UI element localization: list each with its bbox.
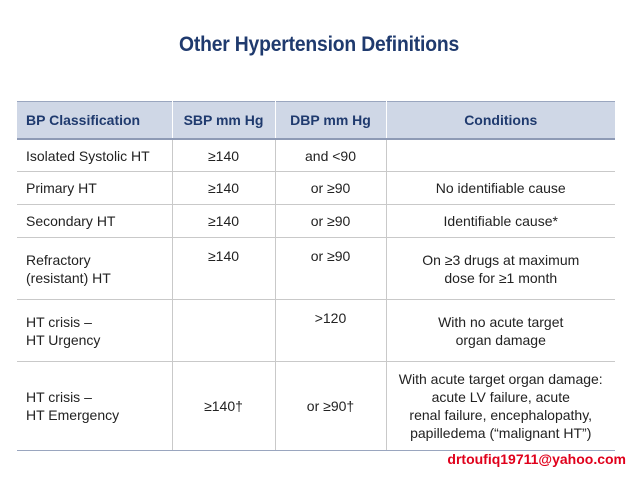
classification-line: Secondary HT <box>26 213 116 229</box>
classification-line: Primary HT <box>26 180 97 196</box>
dbp-cell: or ≥90 <box>275 237 387 300</box>
classification-cell: HT crisis – HT Emergency <box>17 361 173 451</box>
conditions-line: With acute target organ damage: <box>398 371 603 387</box>
sbp-cell: ≥140 <box>172 204 276 238</box>
hypertension-definitions-table: BP Classification SBP mm Hg DBP mm Hg Co… <box>17 101 615 451</box>
classification-line: Refractory <box>26 251 91 268</box>
sbp-cell: ≥140 <box>172 139 276 172</box>
header-bp-classification: BP Classification <box>17 101 173 140</box>
sbp-cell: ≥140 <box>172 171 276 205</box>
header-dbp: DBP mm Hg <box>275 101 387 140</box>
classification-line: HT crisis – <box>26 313 92 330</box>
table-row: Refractory (resistant) HT ≥140 or ≥90 On… <box>17 237 615 300</box>
table-row: HT crisis – HT Emergency ≥140† or ≥90† W… <box>17 361 615 451</box>
conditions-line: No identifiable cause <box>435 180 566 196</box>
classification-cell: Refractory (resistant) HT <box>17 237 173 300</box>
dbp-cell: and <90 <box>275 139 387 172</box>
conditions-line: On ≥3 drugs at maximum <box>422 251 580 268</box>
table-row: Primary HT ≥140 or ≥90 No identifiable c… <box>17 171 615 205</box>
conditions-cell: With no acute target organ damage <box>386 299 615 362</box>
header-conditions: Conditions <box>386 101 615 140</box>
conditions-line: organ damage <box>455 331 546 348</box>
header-sbp: SBP mm Hg <box>172 101 276 140</box>
classification-cell: HT crisis – HT Urgency <box>17 299 173 362</box>
table-row: Isolated Systolic HT ≥140 and <90 <box>17 139 615 172</box>
author-email: drtoufiq19711@yahoo.com <box>447 451 626 467</box>
classification-cell: Secondary HT <box>17 204 173 238</box>
conditions-cell: No identifiable cause <box>386 171 615 205</box>
conditions-line: Identifiable cause* <box>443 213 558 229</box>
classification-cell: Isolated Systolic HT <box>17 139 173 172</box>
conditions-line: renal failure, encephalopathy, <box>409 407 593 423</box>
classification-line: HT crisis – <box>26 389 92 405</box>
conditions-line: With no acute target <box>438 313 564 330</box>
conditions-line: acute LV failure, acute <box>431 389 570 405</box>
conditions-line: dose for ≥1 month <box>444 269 558 286</box>
sbp-cell: ≥140† <box>172 361 276 451</box>
conditions-line: papilledema (“malignant HT”) <box>410 425 592 441</box>
conditions-cell <box>386 139 615 172</box>
sbp-cell <box>172 299 276 362</box>
dbp-cell: or ≥90† <box>275 361 387 451</box>
classification-line: HT Emergency <box>26 407 120 423</box>
classification-line: (resistant) HT <box>26 269 111 286</box>
table-row: Secondary HT ≥140 or ≥90 Identifiable ca… <box>17 204 615 238</box>
sbp-cell: ≥140 <box>172 237 276 300</box>
classification-line: Isolated Systolic HT <box>26 147 150 164</box>
classification-cell: Primary HT <box>17 171 173 205</box>
conditions-cell: On ≥3 drugs at maximum dose for ≥1 month <box>386 237 615 300</box>
table-row: HT crisis – HT Urgency >120 With no acut… <box>17 299 615 362</box>
dbp-cell: or ≥90 <box>275 204 387 238</box>
conditions-cell: With acute target organ damage: acute LV… <box>386 361 615 451</box>
dbp-cell: or ≥90 <box>275 171 387 205</box>
classification-line: HT Urgency <box>26 331 101 348</box>
header-row: BP Classification SBP mm Hg DBP mm Hg Co… <box>17 101 615 140</box>
page-title: Other Hypertension Definitions <box>178 33 460 56</box>
dbp-cell: >120 <box>275 299 387 362</box>
conditions-cell: Identifiable cause* <box>386 204 615 238</box>
